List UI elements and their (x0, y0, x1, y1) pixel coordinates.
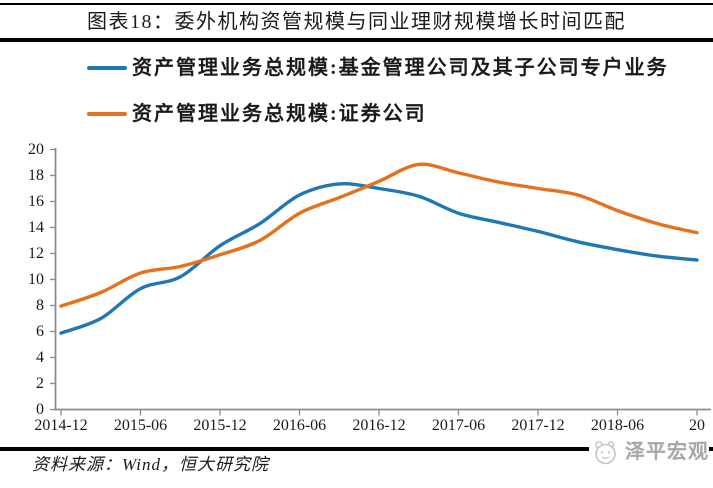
y-tick-label: 16 (28, 193, 44, 210)
top-divider (0, 3, 713, 5)
y-tick-label: 2 (36, 375, 44, 392)
legend-label-securities: 资产管理业务总规模:证券公司 (132, 103, 427, 125)
x-tick-label: 2017-06 (431, 417, 486, 434)
watermark-logo-icon (595, 440, 616, 464)
x-tick-label: 20 (689, 417, 705, 434)
x-tick-label: 2017-12 (511, 417, 565, 434)
legend-label-fund: 资产管理业务总规模:基金管理公司及其子公司专户业务 (132, 57, 669, 79)
y-tick-label: 20 (28, 141, 44, 158)
x-tick-label: 2015-06 (113, 417, 168, 434)
x-tick-label: 2016-12 (352, 417, 406, 434)
page-title: 图表18：委外机构资管规模与同业理财规模增长时间匹配 (87, 11, 626, 33)
y-tick-label: 4 (36, 349, 44, 366)
y-tick-label: 0 (36, 401, 44, 418)
legend-line-orange-icon (87, 112, 127, 116)
y-tick-label: 18 (28, 167, 44, 184)
legend-item-securities: 资产管理业务总规模:证券公司 (0, 102, 713, 126)
y-tick-label: 14 (28, 219, 44, 236)
source-note: 资料来源：Wind，恒大研究院 (32, 455, 269, 474)
watermark: 泽平宏观 (589, 438, 709, 466)
series-line-1 (59, 162, 699, 308)
y-tick-label: 10 (28, 271, 44, 288)
y-tick-label: 6 (36, 323, 44, 340)
title-divider (0, 38, 713, 42)
x-tick-label: 2016-06 (272, 417, 327, 434)
x-tick-label: 2015-12 (193, 417, 247, 434)
legend-line-blue-icon (87, 66, 127, 70)
y-tick-label: 8 (36, 297, 44, 314)
legend-item-fund: 资产管理业务总规模:基金管理公司及其子公司专户业务 (0, 56, 713, 80)
x-tick-label: 2014-12 (34, 417, 88, 434)
watermark-label: 泽平宏观 (625, 441, 709, 463)
x-tick-label: 2018-06 (590, 417, 645, 434)
series-line-0 (59, 182, 699, 335)
y-tick-label: 12 (28, 245, 44, 262)
bottom-divider (0, 447, 713, 451)
